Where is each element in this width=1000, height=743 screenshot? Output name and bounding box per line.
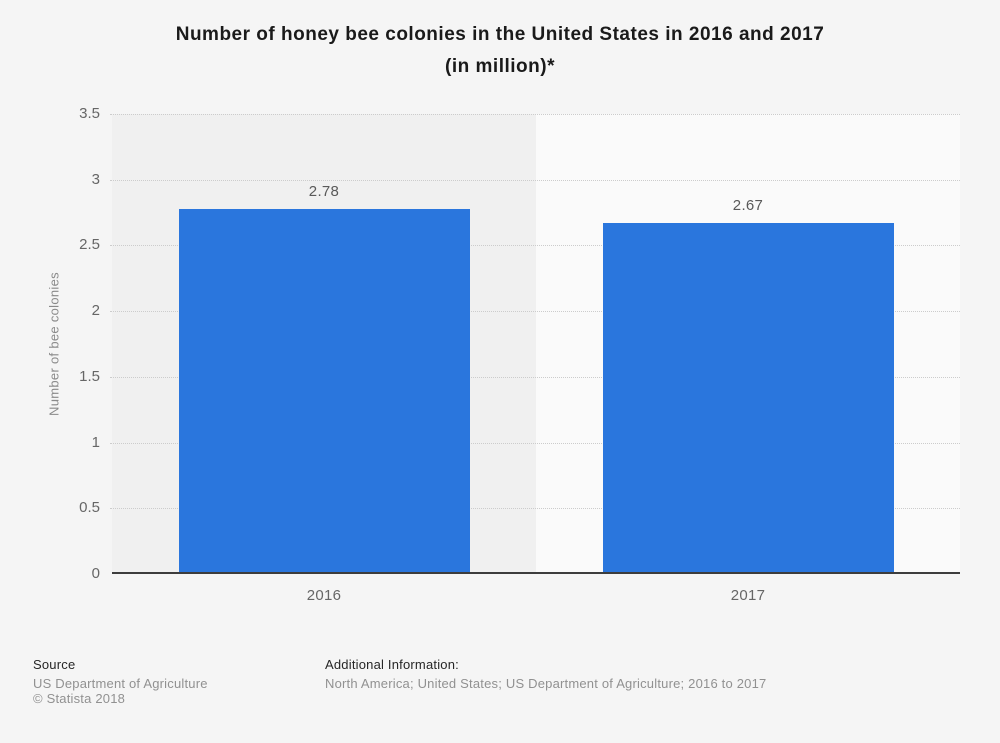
copyright-statista: © Statista 2018 bbox=[33, 691, 126, 706]
source-name: US Department of Agriculture bbox=[33, 676, 208, 691]
additional-information-text: North America; United States; US Departm… bbox=[325, 676, 767, 691]
additional-information-block: Additional Information: North America; U… bbox=[325, 657, 766, 691]
additional-information-heading: Additional Information: bbox=[325, 657, 459, 672]
y-tick-label: 3 bbox=[91, 170, 100, 188]
chart-title-line2: (in million)* bbox=[445, 56, 555, 77]
gridline bbox=[110, 311, 960, 313]
chart-title-line1: Number of honey bee colonies in the Unit… bbox=[175, 24, 825, 45]
bar-value-label: 2.67 bbox=[732, 197, 764, 215]
gridline bbox=[110, 245, 960, 247]
chart-title: Number of honey bee colonies in the Unit… bbox=[0, 19, 1000, 83]
y-tick-label: 2.5 bbox=[79, 236, 100, 254]
y-tick-label: 1 bbox=[91, 433, 100, 451]
bar-value-label: 2.78 bbox=[308, 182, 340, 200]
source-block: Source US Department of Agriculture © St… bbox=[33, 657, 208, 706]
x-axis-line bbox=[112, 572, 960, 574]
y-tick-label: 0 bbox=[91, 565, 100, 582]
x-axis-category-label: 2016 bbox=[306, 587, 342, 604]
gridline bbox=[110, 179, 960, 181]
y-tick-label: 3.5 bbox=[79, 105, 100, 122]
gridline bbox=[110, 508, 960, 510]
bar bbox=[602, 223, 894, 574]
gridline bbox=[110, 442, 960, 444]
bar bbox=[178, 208, 470, 574]
source-heading: Source bbox=[33, 657, 76, 672]
plot-area: 2.78 2.67 bbox=[110, 114, 960, 574]
gridline bbox=[110, 114, 960, 115]
y-tick-label: 2 bbox=[91, 302, 100, 320]
gridline bbox=[110, 376, 960, 378]
y-tick-label: 1.5 bbox=[79, 367, 100, 385]
y-axis-title: Number of bee colonies bbox=[46, 272, 62, 416]
y-tick-label: 0.5 bbox=[79, 499, 100, 517]
x-axis-category-label: 2017 bbox=[730, 587, 766, 604]
